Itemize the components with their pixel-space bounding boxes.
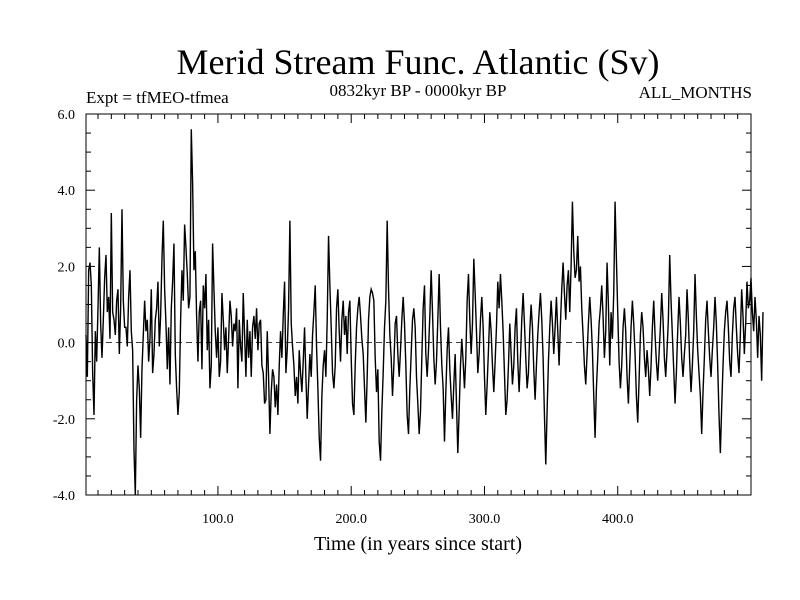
plot-area: 100.0 200.0 300.0 400.0 -4.0 -2.0 0.0 2.0 4.0 6.… xyxy=(53,108,764,527)
y-tick-label: 2.0 xyxy=(58,260,76,275)
chart-subtitle-center: 0832kyr BP - 0000kyr BP xyxy=(330,81,507,100)
chart-title: Merid Stream Func. Atlantic (Sv) xyxy=(177,42,660,82)
y-tick-label: 6.0 xyxy=(58,108,76,123)
x-axis-label: Time (in years since start) xyxy=(314,533,522,555)
x-tick-label: 200.0 xyxy=(335,512,367,527)
plot-frame xyxy=(85,113,752,496)
y-tick-label: 0.0 xyxy=(58,337,76,352)
x-tick-label: 400.0 xyxy=(602,512,634,527)
x-tick-label: 100.0 xyxy=(202,512,234,527)
y-tick-label: -4.0 xyxy=(53,489,75,504)
chart-subtitle-right: ALL_MONTHS xyxy=(639,83,752,102)
series-line-tfMEO-tfmea xyxy=(85,129,764,496)
series-group xyxy=(85,129,764,496)
x-axis-ticks: 100.0 200.0 300.0 400.0 xyxy=(97,114,739,527)
x-tick-label: 300.0 xyxy=(469,512,501,527)
y-tick-label: -2.0 xyxy=(53,413,75,428)
y-tick-label: 4.0 xyxy=(58,184,76,199)
chart-subtitle-left: Expt = tfMEO-tfmea xyxy=(86,88,229,107)
y-axis-ticks: -4.0 -2.0 0.0 2.0 4.0 6.0 xyxy=(53,108,751,504)
